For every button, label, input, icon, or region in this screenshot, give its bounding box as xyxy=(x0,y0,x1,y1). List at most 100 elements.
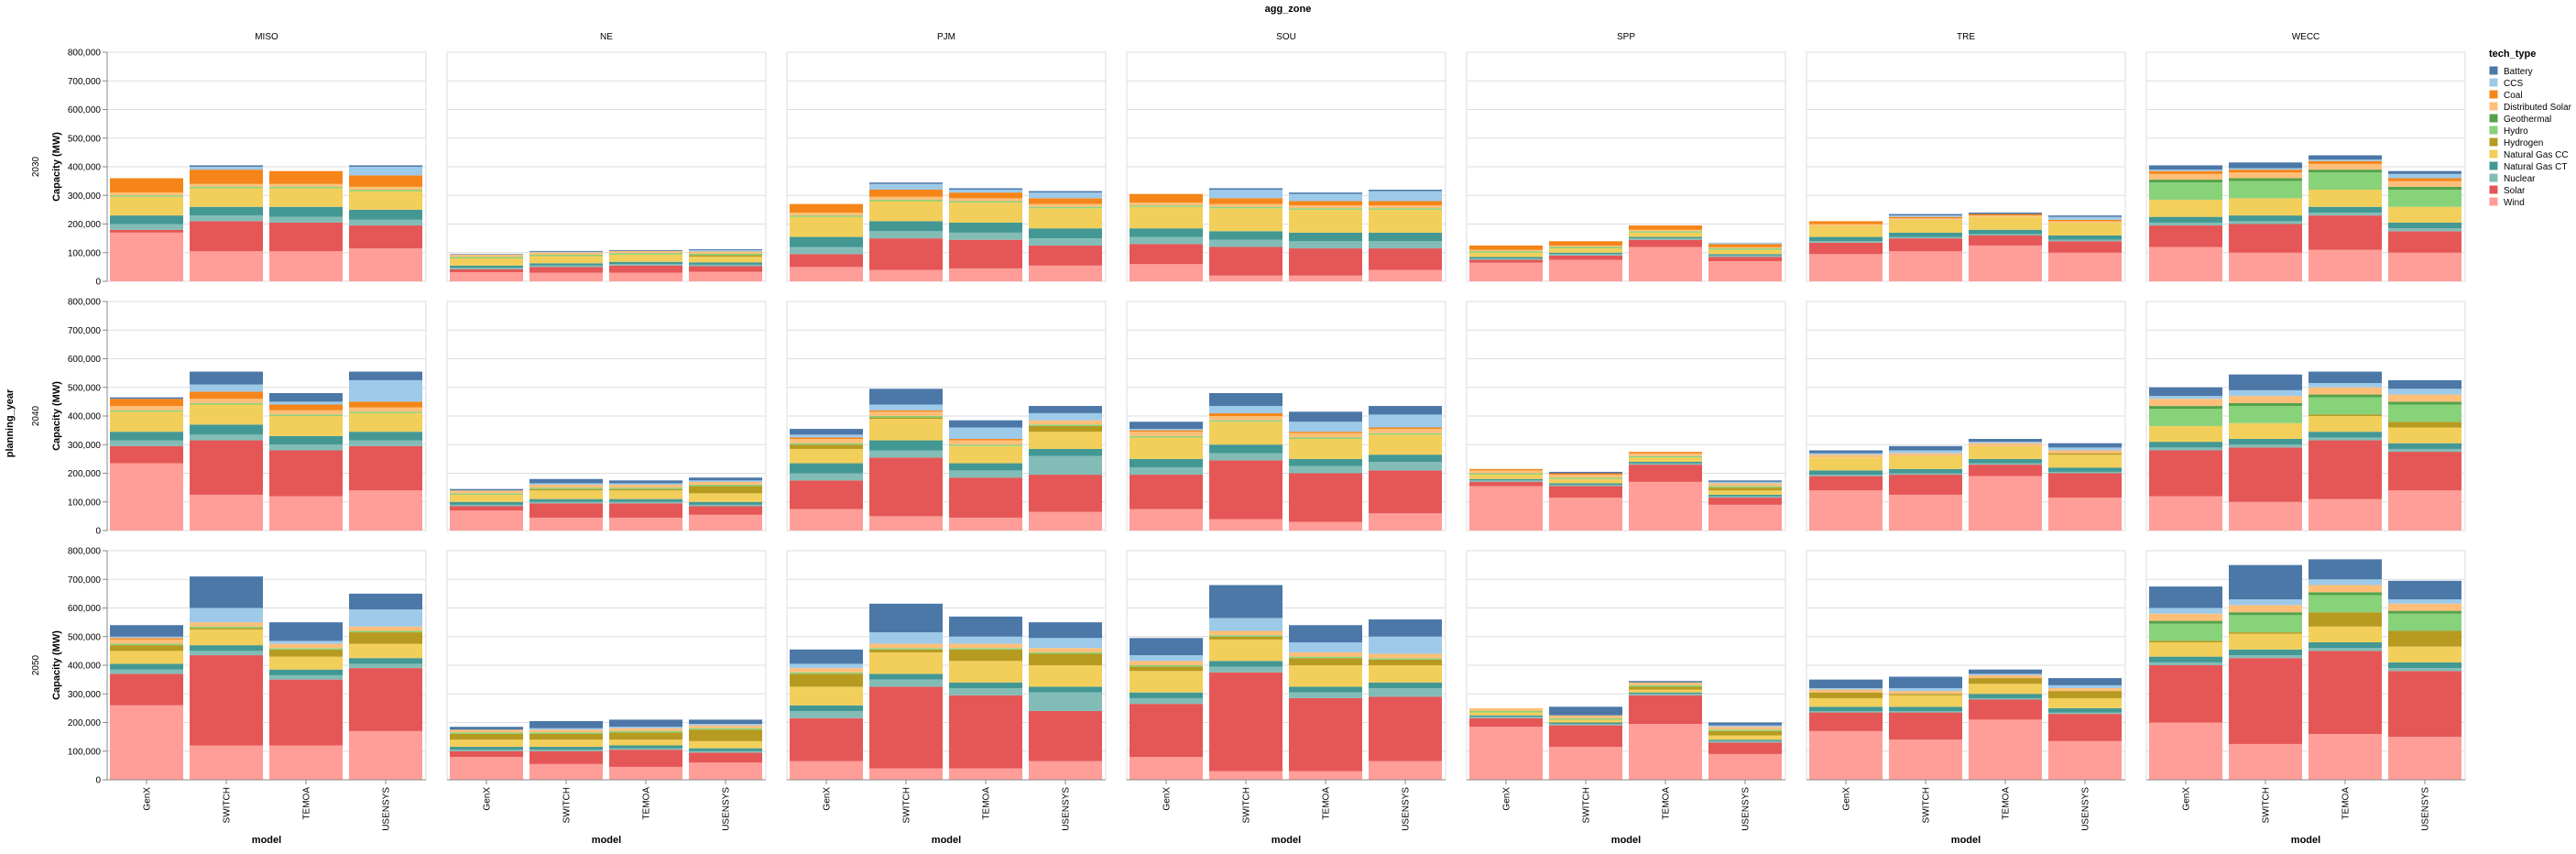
bar-segment-natural-gas-ct-temoa xyxy=(949,682,1022,688)
bar-segment-natural-gas-cc-usensys xyxy=(2388,427,2461,443)
bar-segment-wind-genx xyxy=(2149,722,2222,780)
bar-segment-wind-usensys xyxy=(1029,761,1102,780)
legend-label-hydrogen: Hydrogen xyxy=(2504,138,2543,148)
bar-segment-solar-temoa xyxy=(1969,235,2042,246)
bar-segment-coal-switch xyxy=(1209,412,1283,416)
bar-segment-hydrogen-usensys xyxy=(689,255,762,257)
bar-segment-distributed-solar-temoa xyxy=(1629,453,1702,456)
bar-segment-battery-switch xyxy=(2229,162,2302,169)
bar-segment-wind-temoa xyxy=(269,745,343,780)
bar-segment-natural-gas-cc-switch xyxy=(869,419,943,441)
bar-segment-battery-genx xyxy=(450,727,523,730)
bar-segment-battery-usensys xyxy=(1369,190,1442,192)
bar-segment-distributed-solar-switch xyxy=(869,643,943,649)
bar-segment-battery-usensys xyxy=(1369,619,1442,637)
bar-segment-hydrogen-usensys xyxy=(2388,630,2461,647)
bar-segment-natural-gas-ct-switch xyxy=(1209,444,1283,454)
bar-segment-distributed-solar-temoa xyxy=(1969,215,2042,217)
bar-segment-hydro-temoa xyxy=(949,444,1022,446)
bar-segment-ccs-genx xyxy=(1809,453,1883,455)
bar-segment-natural-gas-ct-usensys xyxy=(2388,222,2461,229)
bar-segment-natural-gas-ct-switch xyxy=(529,498,603,502)
bar-segment-wind-genx xyxy=(2149,496,2222,531)
bar-segment-nuclear-genx xyxy=(790,246,863,255)
y-tick-label: 0 xyxy=(95,278,101,288)
bar-segment-hydro-temoa xyxy=(269,186,343,189)
bar-segment-ccs-switch xyxy=(2229,599,2302,606)
bar-segment-wind-switch xyxy=(1889,494,1962,531)
bar-segment-nuclear-usensys xyxy=(2388,448,2461,453)
bar-segment-battery-usensys xyxy=(689,477,762,481)
bar-segment-wind-temoa xyxy=(2309,734,2382,780)
bar-segment-natural-gas-cc-genx xyxy=(450,739,523,748)
bar-segment-geothermal-usensys xyxy=(2388,401,2461,405)
bar-segment-battery-usensys xyxy=(1029,191,1102,193)
bar-segment-distributed-solar-temoa xyxy=(1969,674,2042,679)
bar-segment-wind-genx xyxy=(1809,490,1883,531)
bar-segment-battery-switch xyxy=(1889,676,1962,688)
bar-segment-nuclear-genx xyxy=(790,473,863,481)
bar-segment-coal-usensys xyxy=(1369,427,1442,430)
y-tick-label: 700,000 xyxy=(68,575,102,586)
bar-segment-hydrogen-temoa xyxy=(2309,612,2382,627)
legend-label-wind: Wind xyxy=(2504,198,2525,208)
bar-segment-hydrogen-switch xyxy=(2229,632,2302,634)
bar-segment-battery-temoa xyxy=(1969,439,2042,443)
bar-segment-distributed-solar-usensys xyxy=(349,186,422,190)
bar-segment-hydro-temoa xyxy=(1629,231,1702,233)
bar-segment-battery-genx xyxy=(2149,165,2222,170)
bar-segment-distributed-solar-genx xyxy=(1130,432,1203,436)
bar-segment-natural-gas-ct-usensys xyxy=(2048,707,2122,713)
bar-segment-coal-genx xyxy=(110,638,183,640)
bar-segment-distributed-solar-switch xyxy=(1889,453,1962,456)
bar-segment-distributed-solar-switch xyxy=(1549,715,1622,718)
bar-segment-natural-gas-ct-switch xyxy=(1209,661,1283,667)
bar-segment-hydro-usensys xyxy=(349,411,422,413)
bar-segment-natural-gas-ct-usensys xyxy=(1708,254,1782,256)
x-tick-label-genx: GenX xyxy=(2182,787,2192,811)
bar-segment-distributed-solar-temoa xyxy=(269,643,343,649)
bar-segment-ccs-usensys xyxy=(689,480,762,482)
bar-segment-wind-switch xyxy=(1549,747,1622,780)
bar-segment-solar-usensys xyxy=(349,445,422,491)
bar-segment-nuclear-temoa xyxy=(269,444,343,451)
panel-pjm-2040 xyxy=(786,301,1107,531)
bar-segment-distributed-solar-genx xyxy=(1809,224,1883,226)
legend-swatch-natural-gas-ct xyxy=(2488,160,2499,171)
bar-segment-distributed-solar-usensys xyxy=(689,725,762,728)
bar-segment-ccs-genx xyxy=(2149,170,2222,171)
x-tick-label-genx: GenX xyxy=(1842,787,1852,811)
x-axis-title: model xyxy=(2291,835,2320,846)
bar-segment-battery-switch xyxy=(1549,706,1622,716)
row-header-2050: 2050 xyxy=(31,654,41,675)
bar-segment-solar-genx xyxy=(1469,259,1543,263)
bar-segment-wind-switch xyxy=(869,269,943,281)
bar-segment-hydro-switch xyxy=(2229,406,2302,423)
bar-segment-hydro-switch xyxy=(2229,615,2302,633)
panel-frame xyxy=(1466,51,1786,282)
bar-segment-coal-switch xyxy=(1549,473,1622,476)
bar-segment-wind-genx xyxy=(450,757,523,780)
bar-segment-natural-gas-cc-genx xyxy=(1809,225,1883,237)
bar-segment-battery-temoa xyxy=(2309,559,2382,580)
bar-segment-solar-temoa xyxy=(1289,473,1362,522)
bar-segment-distributed-solar-genx xyxy=(2149,613,2222,621)
bar-segment-natural-gas-cc-switch xyxy=(529,739,603,748)
bar-segment-wind-switch xyxy=(2229,743,2302,780)
bar-segment-battery-temoa xyxy=(1289,625,1362,642)
y-tick-label: 800,000 xyxy=(68,547,102,557)
bar-segment-solar-temoa xyxy=(1969,699,2042,720)
bar-segment-wind-usensys xyxy=(2048,252,2122,281)
bar-segment-hydro-genx xyxy=(450,257,523,258)
bar-segment-nuclear-usensys xyxy=(689,264,762,267)
panel-wecc-2040 xyxy=(2145,301,2466,531)
bar-segment-nuclear-switch xyxy=(2229,221,2302,224)
bar-segment-distributed-solar-usensys xyxy=(2388,181,2461,187)
bar-segment-hydrogen-usensys xyxy=(2048,691,2122,698)
bar-segment-nuclear-genx xyxy=(1809,711,1883,713)
bar-segment-hydro-temoa xyxy=(1629,455,1702,458)
bar-segment-distributed-solar-temoa xyxy=(1289,205,1362,209)
bar-segment-distributed-solar-switch xyxy=(529,252,603,255)
bar-segment-natural-gas-cc-genx xyxy=(1469,712,1543,716)
bar-segment-nuclear-genx xyxy=(110,224,183,230)
